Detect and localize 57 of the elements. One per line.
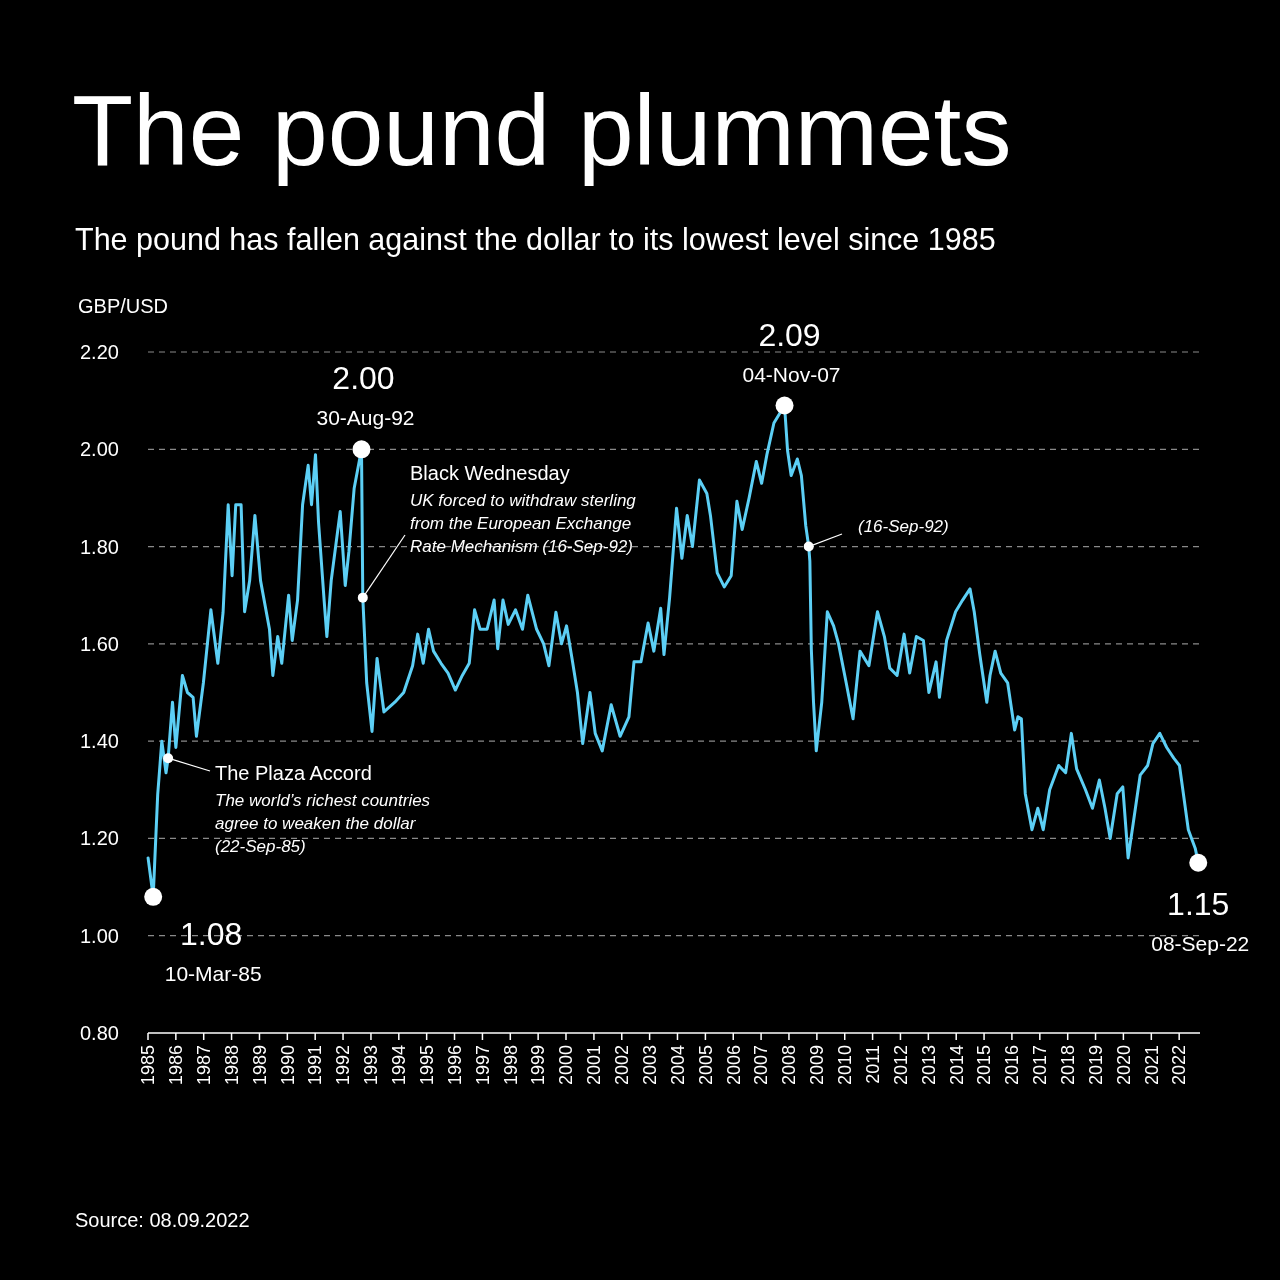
annotation: 2.00 30-Aug-92 — [316, 360, 415, 430]
chart-subtitle: The pound has fallen against the dollar to its lowest level since 1985 — [75, 222, 996, 257]
x-tick-label: 1995 — [416, 1045, 437, 1086]
annotation: The Plaza Accord The world’s richest countries agree to weaken the dollar (22-Sep-85) — [215, 762, 431, 856]
x-tick-label: 2009 — [807, 1045, 828, 1086]
x-tick-label: 1994 — [389, 1045, 410, 1086]
x-tick-label: 2005 — [695, 1045, 716, 1086]
x-tick-label: 2006 — [723, 1045, 744, 1086]
y-tick-label: 1.20 — [80, 827, 119, 850]
x-tick-label: 1988 — [221, 1045, 242, 1086]
chart-title: The pound plummets — [72, 74, 1012, 186]
x-tick-label: 2017 — [1030, 1045, 1051, 1086]
x-tick-label: 2010 — [835, 1045, 856, 1086]
x-tick-label: 2008 — [779, 1045, 800, 1086]
y-tick-label: 0.80 — [80, 1022, 119, 1044]
x-tick-label: 1992 — [333, 1045, 354, 1086]
x-tick-label: 2016 — [1002, 1045, 1023, 1086]
x-tick-label: 2013 — [918, 1045, 939, 1086]
x-tick-label: 2015 — [974, 1045, 995, 1086]
x-tick-label: 2018 — [1057, 1045, 1078, 1086]
y-axis-title: GBP/USD — [78, 295, 169, 317]
x-tick-label: 1996 — [444, 1045, 465, 1086]
x-tick-label: 2002 — [612, 1045, 633, 1086]
y-tick-label: 1.00 — [80, 924, 119, 947]
annotation: 1.08 10-Mar-85 — [164, 915, 262, 985]
x-tick-label: 2007 — [751, 1045, 772, 1086]
source-note: Source: 08.09.2022 — [75, 1209, 250, 1231]
x-tick-label: 1993 — [361, 1045, 382, 1086]
annotation: Black Wednesday UK forced to withdraw sterling from the European Exchange Rate Mechanism (16-Sep-92) — [410, 462, 637, 556]
x-tick-label: 2001 — [584, 1045, 605, 1086]
x-tick-label: 1991 — [305, 1045, 326, 1086]
x-tick-label: 2012 — [890, 1045, 911, 1086]
x-tick-label: 2014 — [946, 1045, 967, 1086]
x-tick-label: 1998 — [500, 1045, 521, 1086]
x-tick-label: 1985 — [138, 1045, 159, 1086]
x-tick-label: 1986 — [166, 1045, 187, 1086]
x-tick-label: 2019 — [1085, 1045, 1106, 1086]
y-tick-label: 1.80 — [80, 535, 119, 558]
y-tick-label: 2.20 — [80, 341, 119, 363]
y-tick-label: 1.60 — [80, 632, 119, 655]
x-tick-label: 1989 — [249, 1045, 270, 1086]
x-tick-label: 2004 — [667, 1045, 688, 1086]
x-tick-label: 1987 — [194, 1045, 214, 1086]
x-tick-label: 2000 — [556, 1045, 577, 1086]
annotation: 1.15 08-Sep-22 — [1151, 885, 1250, 955]
y-tick-label: 2.00 — [80, 438, 119, 461]
x-tick-label: 1997 — [472, 1045, 493, 1086]
y-tick-label: 1.40 — [80, 730, 119, 753]
x-tick-label: 2011 — [862, 1045, 883, 1084]
annotation: (16-Sep-92) — [858, 517, 949, 536]
x-tick-label: 2003 — [639, 1045, 660, 1086]
x-tick-label: 2022 — [1169, 1045, 1190, 1086]
x-tick-label: 1990 — [277, 1045, 298, 1086]
annotation: 2.09 04-Nov-07 — [742, 316, 841, 386]
x-tick-label: 1999 — [528, 1045, 549, 1086]
x-tick-label: 2021 — [1141, 1045, 1162, 1086]
x-tick-label: 2020 — [1113, 1045, 1134, 1086]
